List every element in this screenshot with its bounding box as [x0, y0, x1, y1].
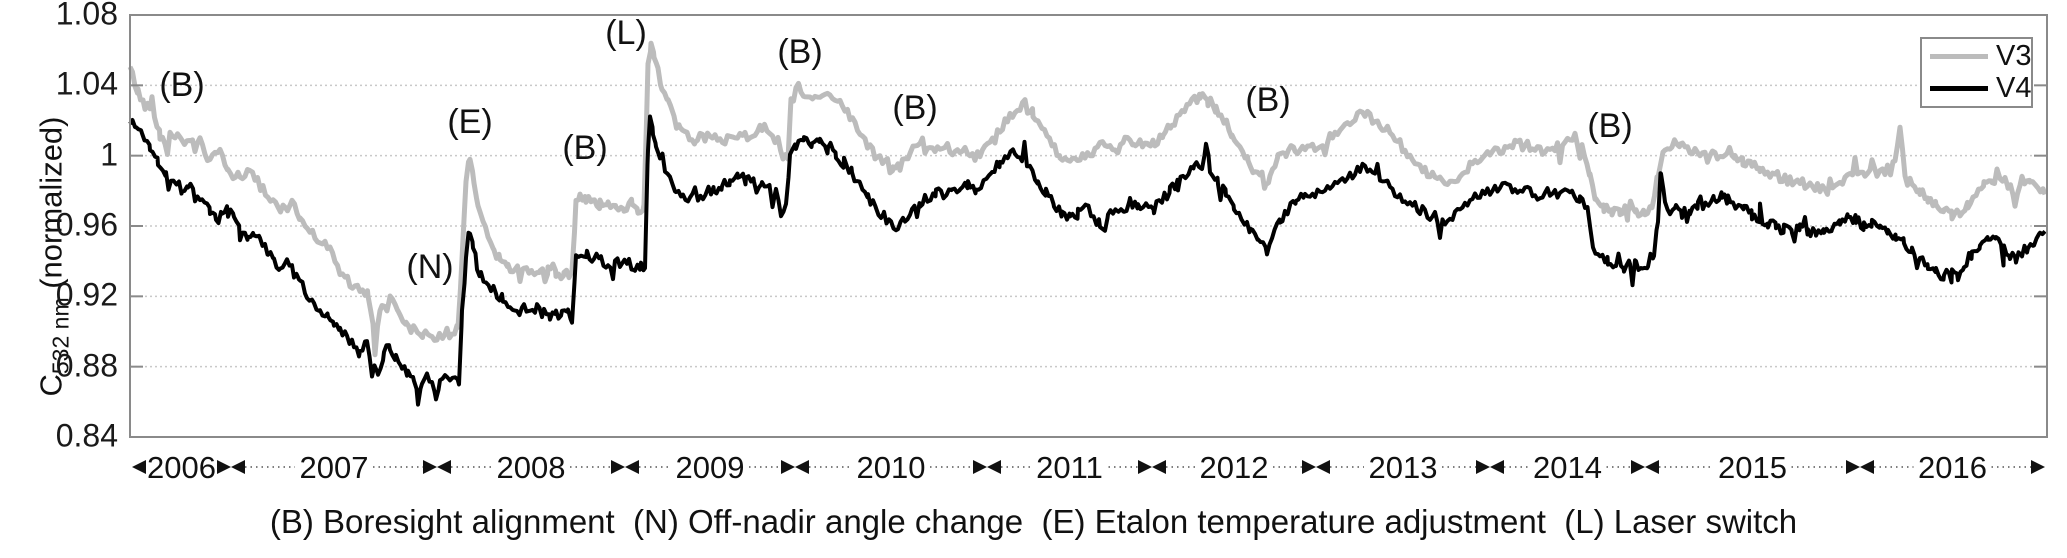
year-span-arrow-left	[1490, 460, 1504, 474]
legend-label-v3: V3	[1996, 40, 2032, 73]
year-span-arrow-left	[1860, 460, 1874, 474]
legend: V3 V4	[1920, 37, 2033, 108]
year-span-arrow-right	[1631, 460, 1645, 474]
year-span-arrow-right	[217, 460, 231, 474]
annotation-b: (B)	[159, 66, 205, 104]
x-year-label: 2006	[147, 450, 216, 485]
year-span-arrow-right	[1846, 460, 1860, 474]
year-span-arrow-left	[1645, 460, 1659, 474]
year-span-arrow-left	[625, 460, 639, 474]
year-span-arrow-left	[795, 460, 809, 474]
y-tick-label: 1	[100, 136, 118, 173]
year-span-arrow-right	[1476, 460, 1490, 474]
annotation-b: (B)	[562, 129, 608, 167]
y-tick-label: 1.08	[55, 0, 118, 32]
year-span-arrow-right	[611, 460, 625, 474]
annotation-e: (E)	[447, 103, 493, 141]
year-span-arrow-left	[987, 460, 1001, 474]
event-key-caption: (B) Boresight alignment (N) Off-nadir an…	[269, 503, 1798, 540]
x-year-label: 2016	[1918, 450, 1987, 485]
x-year-label: 2010	[857, 450, 926, 485]
year-span-arrow-left	[437, 460, 451, 474]
x-year-label: 2011	[1036, 450, 1103, 485]
x-year-label: 2014	[1533, 450, 1602, 485]
x-year-label: 2013	[1369, 450, 1438, 485]
y-tick-label: 0.96	[55, 206, 118, 243]
year-span-arrow-right	[2031, 460, 2045, 474]
annotation-b: (B)	[892, 89, 938, 127]
x-year-label: 2008	[497, 450, 566, 485]
legend-entry-v4: V4	[1930, 73, 2031, 105]
year-span-arrow-left	[1152, 460, 1166, 474]
year-span-arrow-right	[1302, 460, 1316, 474]
v3-line-sample	[1930, 54, 1988, 60]
year-span-arrow-right	[781, 460, 795, 474]
v3-series-line	[127, 40, 2048, 358]
annotation-l: (L)	[605, 14, 647, 52]
x-year-label: 2009	[676, 450, 745, 485]
annotation-b: (B)	[1587, 107, 1633, 145]
year-span-arrow-right	[973, 460, 987, 474]
plot-border	[129, 14, 2048, 438]
v4-line-sample	[1930, 85, 1988, 91]
year-span-arrow-right	[1138, 460, 1152, 474]
legend-entry-v3: V3	[1930, 41, 2031, 73]
x-year-label: 2015	[1718, 450, 1787, 485]
v4-series-line	[128, 114, 2047, 407]
y-tick-label: 0.92	[55, 277, 118, 314]
y-tick-label: 0.84	[55, 417, 118, 454]
year-span-arrow-left	[231, 460, 245, 474]
x-year-label: 2012	[1200, 450, 1269, 485]
annotation-b: (B)	[1245, 81, 1291, 119]
year-span-arrow-left	[132, 460, 146, 474]
year-span-arrow-right	[423, 460, 437, 474]
x-year-label: 2007	[300, 450, 369, 485]
y-tick-label: 1.04	[55, 66, 118, 103]
annotation-n: (N)	[406, 248, 454, 286]
y-tick-label: 0.88	[55, 347, 118, 384]
legend-label-v4: V4	[1996, 71, 2032, 104]
annotation-b: (B)	[777, 33, 823, 71]
year-span-arrow-left	[1316, 460, 1330, 474]
